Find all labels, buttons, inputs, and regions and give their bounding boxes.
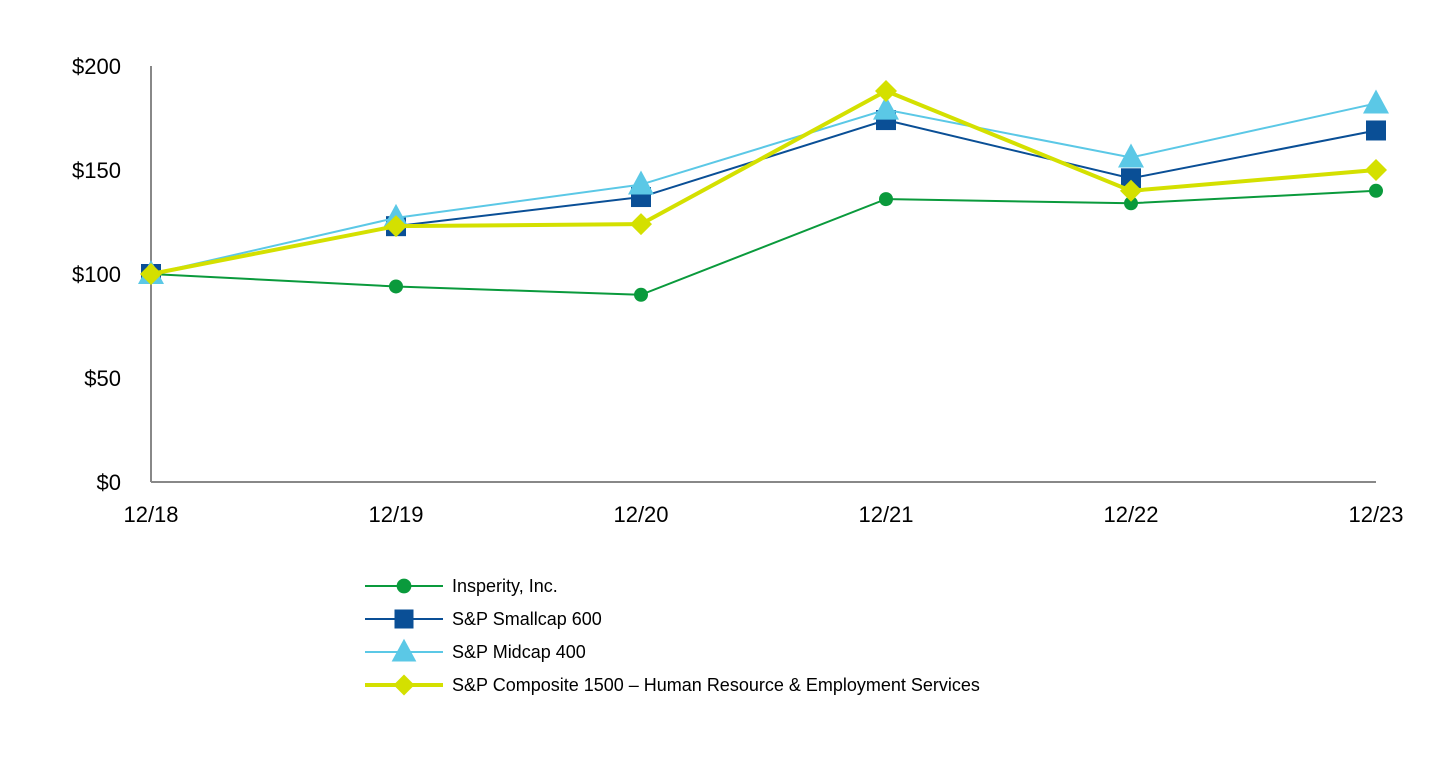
legend-label: Insperity, Inc. <box>452 576 558 596</box>
y-tick-label: $100 <box>72 262 121 287</box>
circle-marker <box>1369 183 1383 198</box>
diamond-marker <box>1365 159 1387 181</box>
triangle-marker <box>628 170 654 195</box>
circle-marker <box>634 287 648 302</box>
square-marker <box>1121 168 1141 189</box>
triangle-marker <box>1118 143 1144 168</box>
series-line <box>150 88 1377 276</box>
x-tick-label: 12/20 <box>613 502 668 527</box>
tick-labels: $0 $50 $100 $150 $200 12/18 12/19 12/20 12/21 12/… <box>72 54 1403 527</box>
legend-item: S&P Smallcap 600 <box>365 609 602 629</box>
x-tick-label: 12/21 <box>858 502 913 527</box>
diamond-marker <box>630 213 652 236</box>
diamond-marker <box>393 674 415 696</box>
series-1 <box>144 183 1383 302</box>
axes <box>150 66 1376 483</box>
legend-label: S&P Composite 1500 – Human Resource & Em… <box>452 675 980 695</box>
legend-item: Insperity, Inc. <box>365 576 558 596</box>
series-line <box>150 189 1377 296</box>
legend-item: S&P Composite 1500 – Human Resource & Em… <box>365 674 980 696</box>
circle-marker <box>1124 196 1138 211</box>
diamond-marker <box>140 263 162 285</box>
triangle-marker <box>391 638 417 662</box>
y-tick-label: $0 <box>97 470 121 495</box>
y-tick-label: $200 <box>72 54 121 79</box>
series-lines <box>138 79 1389 302</box>
x-tick-label: 12/18 <box>123 502 178 527</box>
circle-marker <box>879 192 893 207</box>
diamond-marker <box>875 79 897 102</box>
legend-item: S&P Midcap 400 <box>365 638 586 662</box>
circle-marker <box>389 279 403 294</box>
legend-label: S&P Midcap 400 <box>452 642 586 662</box>
circle-marker <box>396 578 412 594</box>
series-2 <box>141 110 1386 284</box>
x-tick-label: 12/22 <box>1103 502 1158 527</box>
series-line <box>150 102 1377 275</box>
triangle-marker <box>1363 89 1389 114</box>
legend: Insperity, Inc. S&P Smallcap 600 S&P Midca… <box>365 576 980 696</box>
diamond-marker <box>1120 179 1142 202</box>
y-tick-label: $150 <box>72 158 121 183</box>
legend-label: S&P Smallcap 600 <box>452 609 602 629</box>
square-marker <box>394 609 414 629</box>
series-4 <box>140 79 1387 285</box>
y-tick-label: $50 <box>84 366 121 391</box>
x-tick-label: 12/23 <box>1348 502 1403 527</box>
square-marker <box>1366 120 1386 141</box>
x-tick-label: 12/19 <box>368 502 423 527</box>
diamond-marker <box>385 215 407 238</box>
triangle-marker <box>873 95 899 120</box>
